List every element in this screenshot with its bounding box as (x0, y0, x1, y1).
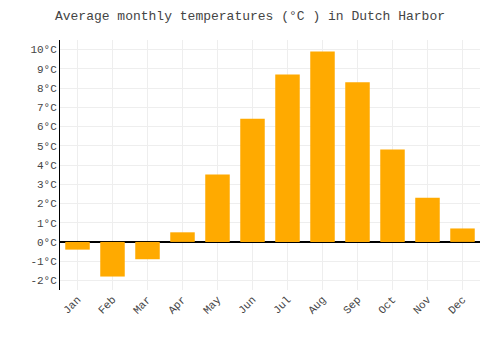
svg-text:2°C: 2°C (37, 198, 57, 210)
svg-text:5°C: 5°C (37, 141, 57, 153)
svg-text:Apr: Apr (166, 294, 188, 316)
svg-text:8°C: 8°C (37, 83, 57, 95)
svg-text:Jun: Jun (236, 294, 258, 316)
svg-text:Aug: Aug (306, 294, 328, 316)
svg-text:Mar: Mar (131, 294, 153, 316)
svg-text:3°C: 3°C (37, 179, 57, 191)
svg-text:-2°C: -2°C (30, 275, 57, 287)
svg-text:Jan: Jan (61, 294, 83, 316)
svg-text:Oct: Oct (376, 294, 398, 316)
svg-text:Sep: Sep (341, 294, 363, 316)
svg-text:1°C: 1°C (37, 218, 57, 230)
svg-text:9°C: 9°C (37, 64, 57, 76)
svg-text:10°C: 10°C (30, 44, 57, 56)
svg-text:4°C: 4°C (37, 160, 57, 172)
svg-text:Average monthly temperatures (: Average monthly temperatures (°C ) in Du… (55, 9, 445, 24)
svg-text:6°C: 6°C (37, 121, 57, 133)
svg-text:7°C: 7°C (37, 102, 57, 114)
svg-text:Jul: Jul (271, 294, 293, 316)
svg-text:-1°C: -1°C (30, 256, 57, 268)
svg-text:Feb: Feb (96, 294, 118, 316)
svg-text:Nov: Nov (411, 294, 434, 317)
svg-text:Dec: Dec (446, 294, 468, 316)
svg-text:0°C: 0°C (37, 237, 57, 249)
svg-text:May: May (201, 294, 224, 317)
